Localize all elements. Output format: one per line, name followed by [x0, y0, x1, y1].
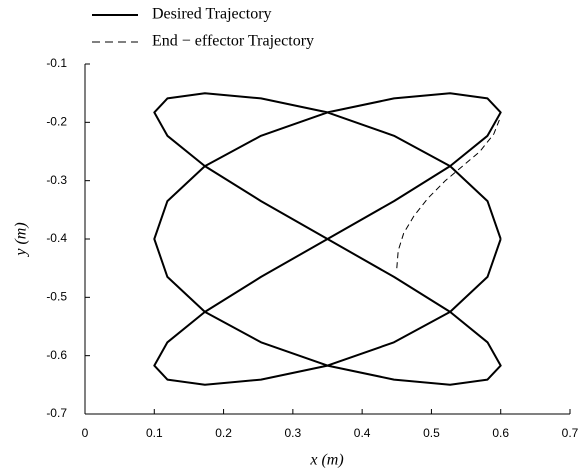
- x-tick-label: 0.3: [285, 426, 302, 440]
- legend-label: End − effector Trajectory: [152, 33, 314, 50]
- x-tick-label: 0.7: [562, 426, 579, 440]
- y-tick-label: -0.3: [46, 173, 67, 187]
- y-tick-label: -0.2: [46, 115, 67, 129]
- trajectory: [396, 116, 502, 269]
- legend-label: Desired Trajectory: [152, 6, 272, 23]
- y-tick-label: -0.6: [46, 348, 67, 362]
- x-tick-label: 0.4: [354, 426, 371, 440]
- x-tick-label: 0: [82, 426, 89, 440]
- y-tick-label: -0.4: [46, 231, 67, 245]
- y-axis-label: y (m): [13, 222, 30, 257]
- x-tick-label: 0.6: [492, 426, 509, 440]
- y-tick-label: -0.5: [46, 290, 67, 304]
- x-tick-label: 0.1: [146, 426, 163, 440]
- y-tick-label: -0.1: [46, 56, 67, 70]
- trajectory: [153, 92, 502, 386]
- y-tick-label: -0.7: [46, 406, 67, 420]
- x-tick-label: 0.2: [215, 426, 232, 440]
- x-axis-label: x (m): [309, 452, 343, 469]
- x-tick-label: 0.5: [423, 426, 440, 440]
